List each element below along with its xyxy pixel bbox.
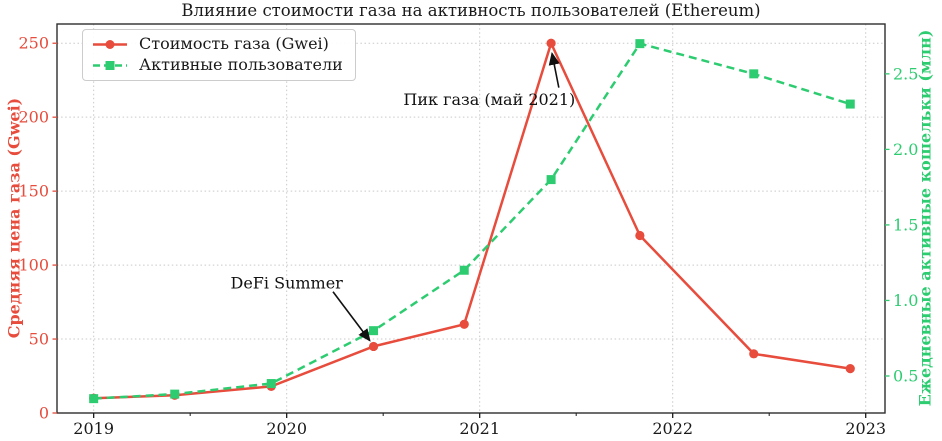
annotation-text-gas-peak: Пик газа (май 2021) <box>403 90 575 109</box>
svg-text:0.5: 0.5 <box>893 366 918 385</box>
svg-text:2022: 2022 <box>652 419 693 438</box>
active-users-data-point <box>635 39 645 49</box>
gas-price-data-point <box>845 364 855 374</box>
active-users-data-point <box>170 389 180 399</box>
svg-text:2023: 2023 <box>845 419 886 438</box>
gas-price-data-point <box>635 230 645 241</box>
gas-line-sample-icon <box>93 39 127 49</box>
right-axis-ticks: 0.5 1.0 1.5 2.0 2.5 <box>885 64 918 385</box>
gas-price-data-point <box>749 349 759 359</box>
legend-label-gas-price: Стоимость газа (Gwei) <box>139 34 329 53</box>
svg-text:1.5: 1.5 <box>893 215 918 234</box>
active-users-markers <box>89 39 855 404</box>
annotation-arrow-defi-summer <box>332 291 371 342</box>
legend-label-active-users: Активные пользователи <box>139 55 343 74</box>
active-users-line <box>93 42 851 400</box>
svg-text:2.5: 2.5 <box>893 64 918 83</box>
svg-text:2019: 2019 <box>73 419 114 438</box>
users-line-sample-icon <box>93 60 127 70</box>
x-axis-ticks: 2019 2020 2021 2022 2023 <box>73 413 886 438</box>
active-users-data-point <box>459 265 469 275</box>
legend-item-active-users: Активные пользователи <box>91 55 343 75</box>
active-users-data-point <box>89 394 99 404</box>
svg-text:150: 150 <box>18 182 49 201</box>
active-users-data-point <box>845 99 855 109</box>
svg-text:100: 100 <box>18 256 49 275</box>
legend: Стоимость газа (Gwei) Активные пользоват… <box>82 29 356 81</box>
annotation-arrow-gas-peak <box>548 52 560 88</box>
svg-text:1.0: 1.0 <box>893 291 918 310</box>
active-users-data-point <box>369 326 379 336</box>
svg-text:2021: 2021 <box>459 419 500 438</box>
gas-price-data-point <box>546 38 556 48</box>
plot-border <box>56 23 886 414</box>
chart-title: Влияние стоимости газа на активность пол… <box>181 1 761 20</box>
active-users-data-point <box>546 175 556 185</box>
active-users-data-point <box>266 379 276 389</box>
svg-text:2.0: 2.0 <box>893 140 918 159</box>
legend-item-gas-price: Стоимость газа (Gwei) <box>91 34 343 54</box>
gas-price-data-point <box>368 341 379 352</box>
gas-price-data-point <box>459 319 469 329</box>
active-users-data-point <box>749 69 759 79</box>
annotation-text-defi-summer: DeFi Summer <box>231 273 344 292</box>
left-axis-ticks: 0 50 100 150 200 250 <box>18 34 57 423</box>
svg-text:50: 50 <box>29 330 49 349</box>
svg-text:200: 200 <box>18 108 49 127</box>
svg-text:0: 0 <box>39 404 49 423</box>
svg-text:250: 250 <box>18 34 49 53</box>
svg-text:2020: 2020 <box>266 419 307 438</box>
